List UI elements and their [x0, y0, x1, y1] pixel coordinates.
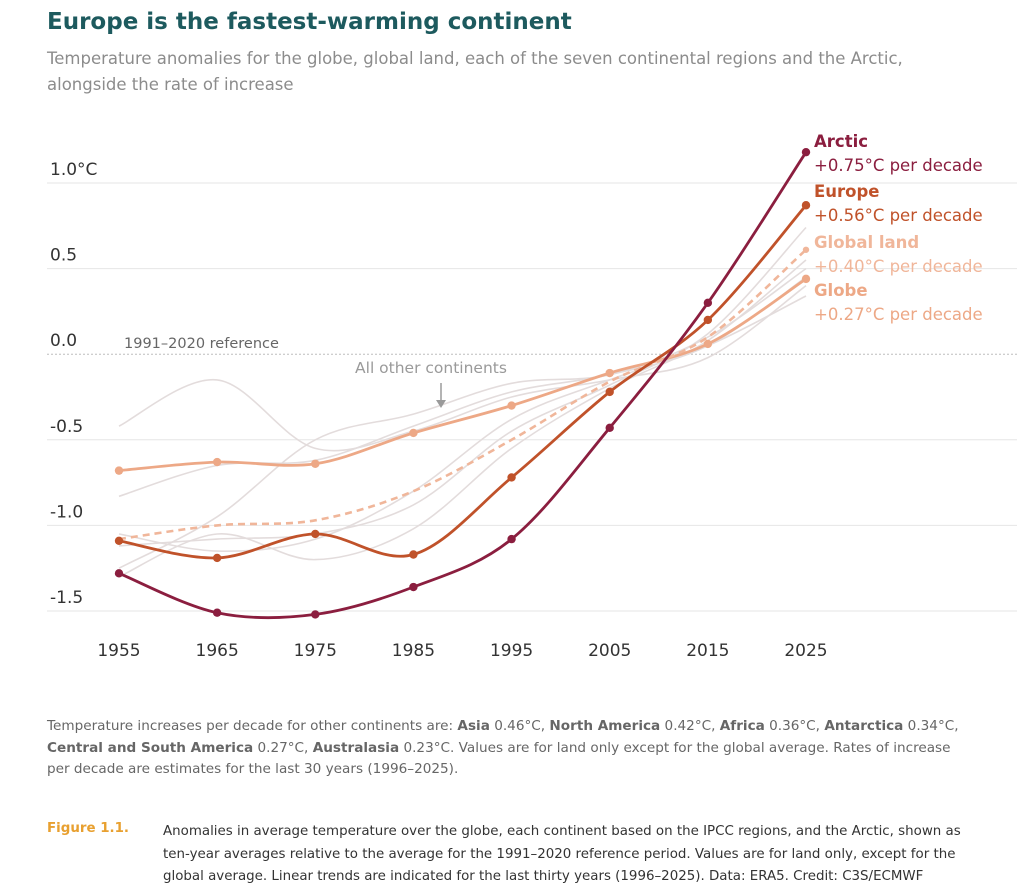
footnote-north-america-name: North America: [549, 718, 661, 734]
footnote-antarctica-name: Antarctica: [824, 718, 904, 734]
y-tick-label: -0.5: [50, 417, 83, 437]
footnote: Temperature increases per decade for oth…: [47, 716, 977, 781]
arctic-rate-label: +0.75°C per decade: [814, 156, 983, 175]
europe-point: [212, 553, 222, 563]
europe-point: [507, 473, 516, 482]
x-tick-label: 2015: [686, 641, 729, 661]
europe-point: [801, 201, 811, 210]
europe-point: [605, 387, 614, 397]
chart-subtitle: Temperature anomalies for the globe, glo…: [47, 49, 903, 94]
europe-point: [311, 529, 320, 539]
other-continents-arrowhead: [436, 400, 446, 408]
footnote-africa-name: Africa: [719, 718, 765, 734]
arctic-point: [703, 298, 713, 308]
globe-point: [605, 368, 614, 378]
footnote-csa-value: 0.27°C,: [253, 739, 313, 756]
temperature-anomaly-chart: 1.0°C 0.5 0.0 -0.5 -1.0 -1.5 1991–2020 referen…: [47, 132, 1017, 661]
footnote-asia-value: 0.46°C,: [489, 718, 550, 734]
reference-label: 1991–2020 reference: [124, 336, 279, 352]
other-continent-line: [118, 259, 807, 578]
footnote-outro: Values are for land only except for the …: [47, 739, 951, 778]
y-tick-label: 1.0°C: [50, 160, 97, 180]
arctic-point: [114, 569, 124, 578]
arctic-point: [311, 610, 320, 619]
y-tick-label: -1.5: [50, 588, 83, 608]
globe-point: [409, 428, 418, 438]
europe-point: [703, 315, 713, 325]
globe-point: [212, 457, 222, 467]
europe-point: [114, 536, 124, 546]
globe-point: [703, 339, 713, 349]
figure-caption: Anomalies in average temperature over th…: [163, 824, 961, 884]
footnote-africa-value: 0.36°C,: [764, 718, 825, 734]
x-tick-label: 1995: [490, 641, 533, 661]
footnote-intro: Temperature increases per decade for oth…: [47, 718, 458, 734]
x-tick-label: 1965: [196, 641, 239, 661]
europe-point: [409, 550, 418, 559]
globe-point: [801, 274, 811, 284]
arctic-point: [212, 608, 222, 617]
europe-label: Europe: [814, 182, 880, 201]
footnote-asia-name: Asia: [457, 718, 490, 734]
y-tick-label: 0.5: [50, 246, 77, 266]
global-land-rate-label: +0.40°C per decade: [814, 257, 983, 276]
globe-rate-label: +0.27°C per decade: [814, 305, 983, 324]
global-land-point: [802, 246, 810, 253]
x-tick-label: 1975: [294, 641, 337, 661]
globe-point: [114, 466, 124, 475]
global-land-label: Global land: [814, 233, 919, 252]
other-continents-label: All other continents: [355, 359, 507, 377]
other-continent-line: [118, 226, 807, 547]
arctic-point: [409, 582, 418, 592]
figure-label: Figure 1.1.: [47, 821, 130, 836]
y-tick-label: 0.0: [50, 331, 77, 351]
x-tick-label: 2025: [784, 641, 827, 661]
footnote-australasia-value: 0.23°C.: [399, 739, 459, 756]
globe-point: [311, 459, 320, 468]
x-tick-label: 1955: [97, 641, 140, 661]
x-tick-label: 1985: [392, 641, 435, 661]
footnote-antarctica-value: 0.34°C,: [903, 718, 959, 734]
y-tick-label: -1.0: [50, 502, 83, 522]
arctic-point: [605, 423, 614, 433]
arctic-label: Arctic: [814, 132, 868, 151]
globe-point: [507, 401, 516, 410]
other-continent-line: [118, 285, 807, 452]
arctic-point: [507, 534, 516, 544]
global-land-line: [118, 248, 807, 541]
footnote-north-america-value: 0.42°C,: [660, 718, 720, 734]
footnote-csa-name: Central and South America: [47, 739, 254, 756]
arctic-point: [801, 147, 811, 157]
x-tick-label: 2005: [588, 641, 631, 661]
footnote-australasia-name: Australasia: [312, 739, 400, 756]
arctic-line: [118, 151, 808, 620]
chart-title: Europe is the fastest-warming continent: [47, 9, 572, 35]
globe-line: [118, 277, 807, 472]
europe-rate-label: +0.56°C per decade: [814, 206, 983, 225]
globe-label: Globe: [814, 281, 868, 300]
